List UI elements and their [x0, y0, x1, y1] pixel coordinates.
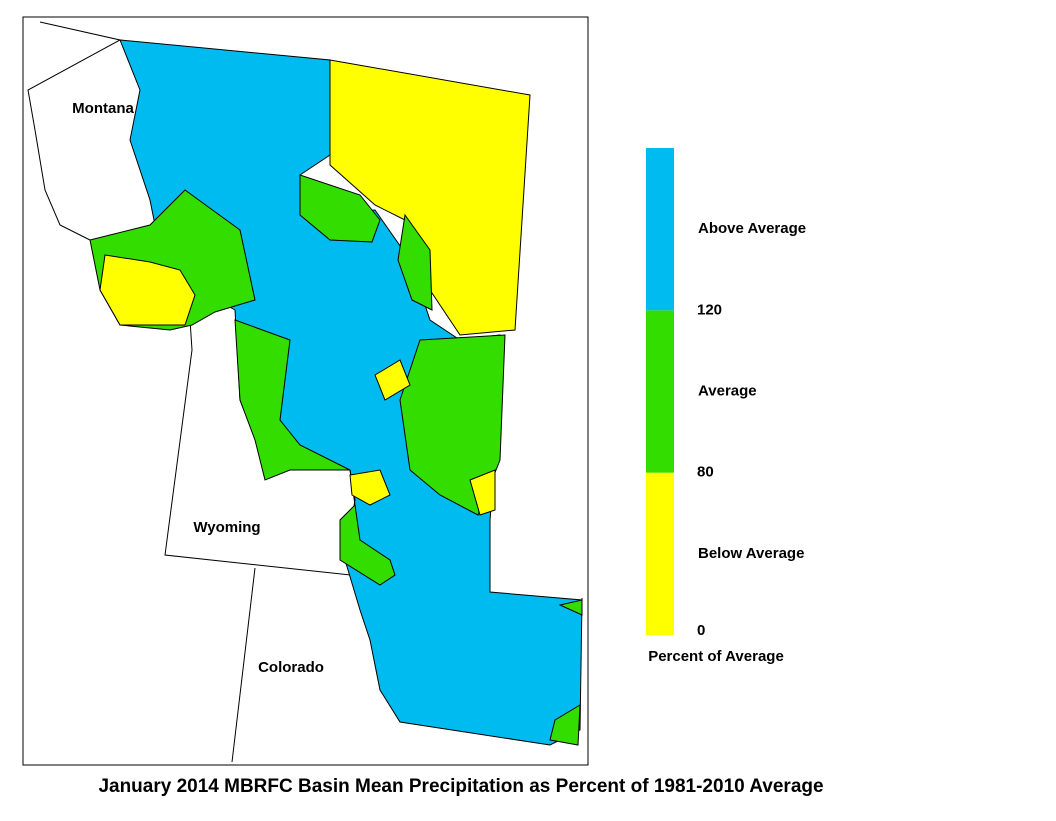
region-below — [469, 469, 496, 516]
region-below — [99, 254, 196, 326]
region-average — [397, 213, 433, 311]
state-label: Montana — [72, 100, 134, 117]
legend-label: Above Average — [698, 220, 806, 237]
state-label: Wyoming — [193, 519, 260, 536]
region-average — [234, 319, 396, 586]
legend: Below Average Average Above Average 0 80 120 — [646, 148, 806, 639]
region-average — [399, 334, 506, 516]
legend-tick-label: 80 — [697, 464, 714, 481]
legend-label: Below Average — [698, 545, 804, 562]
legend-label: Average — [698, 382, 757, 399]
legend-band — [646, 148, 674, 311]
legend-band — [646, 310, 674, 473]
region-below — [374, 359, 411, 401]
legend-band — [646, 472, 674, 635]
legend-title: Percent of Average — [648, 648, 784, 665]
region-average — [299, 174, 381, 243]
state-label: Colorado — [258, 659, 324, 676]
legend-tick-label: 0 — [697, 622, 705, 639]
map: Montana Wyoming Colorado — [22, 16, 589, 766]
region-below — [349, 469, 391, 506]
region-average — [549, 704, 581, 746]
region-average — [558, 599, 583, 616]
caption: January 2014 MBRFC Basin Mean Precipitat… — [98, 776, 823, 797]
legend-tick-label: 120 — [697, 301, 722, 318]
